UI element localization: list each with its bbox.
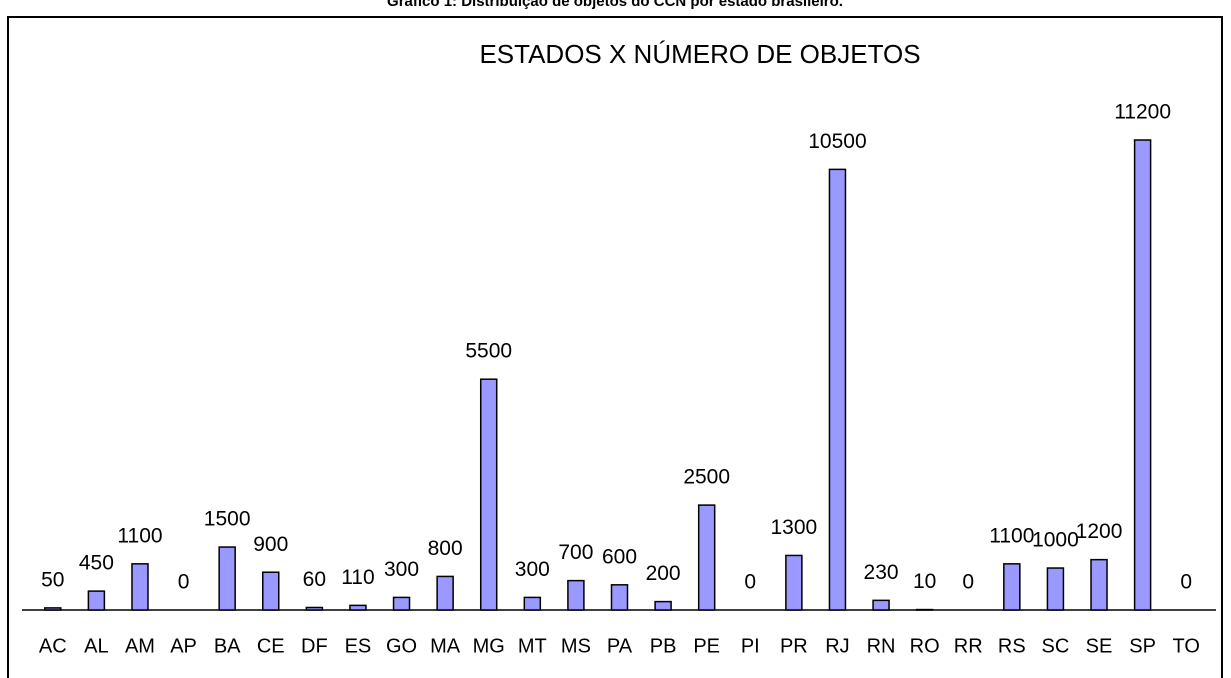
x-tick-label: PR <box>780 635 808 657</box>
x-tick-label: MG <box>473 635 505 657</box>
data-label: 0 <box>178 571 190 594</box>
bar <box>305 606 324 611</box>
bar <box>392 596 411 611</box>
data-label: 900 <box>253 533 288 556</box>
x-tick-label: TO <box>1172 635 1199 657</box>
x-tick-label: PI <box>741 635 760 657</box>
data-label: 300 <box>515 558 550 581</box>
x-tick-label: RS <box>998 635 1026 657</box>
data-label: 110 <box>341 566 374 589</box>
data-label: 1100 <box>989 524 1034 547</box>
data-label: 10 <box>913 570 936 593</box>
data-label: 300 <box>384 558 419 581</box>
x-tick-label: RR <box>954 635 983 657</box>
bar <box>479 378 498 611</box>
chart-frame <box>7 16 1223 678</box>
bar <box>567 579 585 611</box>
x-tick-label: AC <box>39 635 67 657</box>
bar <box>349 604 367 611</box>
x-tick-label: DF <box>301 635 328 657</box>
bar <box>1003 563 1021 611</box>
x-tick-label: RJ <box>825 635 849 657</box>
x-tick-label: GO <box>386 635 417 657</box>
data-label: 5500 <box>465 340 512 363</box>
data-label: 0 <box>1180 571 1192 594</box>
bar <box>697 504 716 611</box>
bar <box>785 554 803 611</box>
bar <box>872 599 890 611</box>
x-tick-label: PB <box>650 635 677 657</box>
bar <box>131 563 149 611</box>
x-tick-label: SC <box>1042 635 1070 657</box>
x-tick-label: MA <box>430 635 461 657</box>
x-tick-label: RO <box>910 635 940 657</box>
data-label: 1000 <box>1032 529 1079 552</box>
data-label: 0 <box>744 571 756 594</box>
x-tick-label: AL <box>84 635 108 657</box>
data-label: 1300 <box>771 516 818 539</box>
chart-title: ESTADOS X NÚMERO DE OBJETOS <box>479 39 920 69</box>
bar <box>1090 558 1108 611</box>
data-label: 2500 <box>683 466 730 489</box>
x-tick-label: SP <box>1129 635 1156 657</box>
data-label: 450 <box>79 552 114 575</box>
bar <box>610 584 629 611</box>
bar <box>654 600 672 611</box>
data-label: 60 <box>303 568 326 591</box>
bar <box>436 575 454 611</box>
data-label: 1200 <box>1076 520 1123 543</box>
bar <box>523 596 542 611</box>
caption: Gráfico 1: Distribuição de objetos do CC… <box>387 0 843 10</box>
bar <box>262 571 280 611</box>
data-label: 1100 <box>117 524 162 547</box>
data-label: 50 <box>41 568 64 591</box>
x-tick-label: PE <box>693 635 720 657</box>
bar <box>44 607 62 611</box>
data-label: 700 <box>558 541 593 564</box>
bar <box>218 546 236 611</box>
data-label: 800 <box>428 537 463 560</box>
x-tick-label: AM <box>125 635 155 657</box>
x-tick-label: MS <box>561 635 591 657</box>
data-label: 230 <box>864 561 899 584</box>
bar <box>1133 139 1152 611</box>
x-tick-label: MT <box>518 635 547 657</box>
x-tick-label: RN <box>867 635 896 657</box>
bar <box>87 590 106 611</box>
data-label: 1500 <box>204 508 251 531</box>
x-tick-label: AP <box>170 635 197 657</box>
x-tick-label: ES <box>345 635 372 657</box>
data-label: 10500 <box>808 130 866 153</box>
x-tick-label: SE <box>1086 635 1113 657</box>
x-tick-label: BA <box>214 635 241 657</box>
x-tick-label: PA <box>607 635 633 657</box>
x-tick-label: CE <box>257 635 285 657</box>
data-label: 0 <box>962 571 974 594</box>
bar <box>828 168 847 611</box>
data-label: 11200 <box>1114 101 1171 124</box>
bar <box>1046 567 1065 611</box>
data-label: 200 <box>646 562 681 585</box>
data-label: 600 <box>602 545 637 568</box>
